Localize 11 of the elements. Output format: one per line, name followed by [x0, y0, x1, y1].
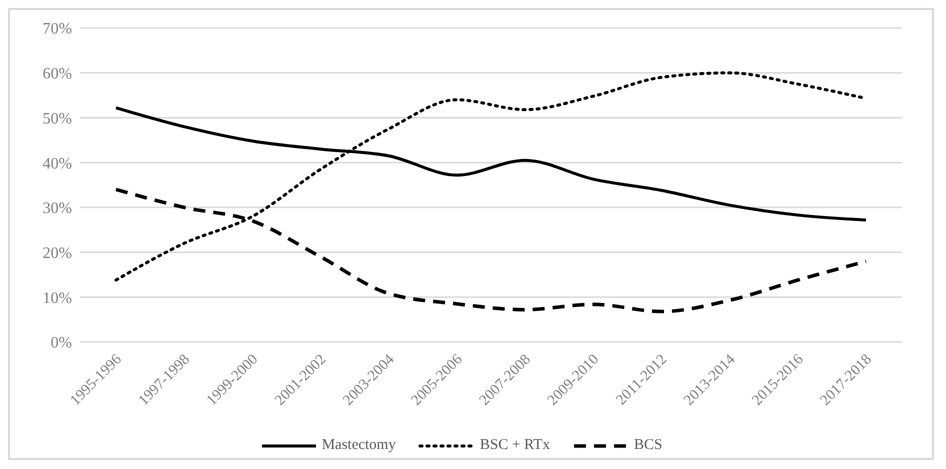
y-tick-label: 20%	[42, 244, 72, 262]
legend-label: BSC + RTx	[480, 437, 550, 454]
y-tick-label: 30%	[42, 200, 72, 218]
y-tick-label: 50%	[42, 110, 72, 128]
y-tick-label: 10%	[42, 290, 72, 307]
y-tick-label: 70%	[42, 20, 72, 38]
y-tick-label: 40%	[42, 155, 72, 172]
legend-label: Mastectomy	[322, 437, 396, 454]
legend-label: BCS	[634, 437, 662, 454]
y-tick-label: 0%	[50, 334, 72, 352]
y-tick-label: 60%	[42, 66, 72, 83]
